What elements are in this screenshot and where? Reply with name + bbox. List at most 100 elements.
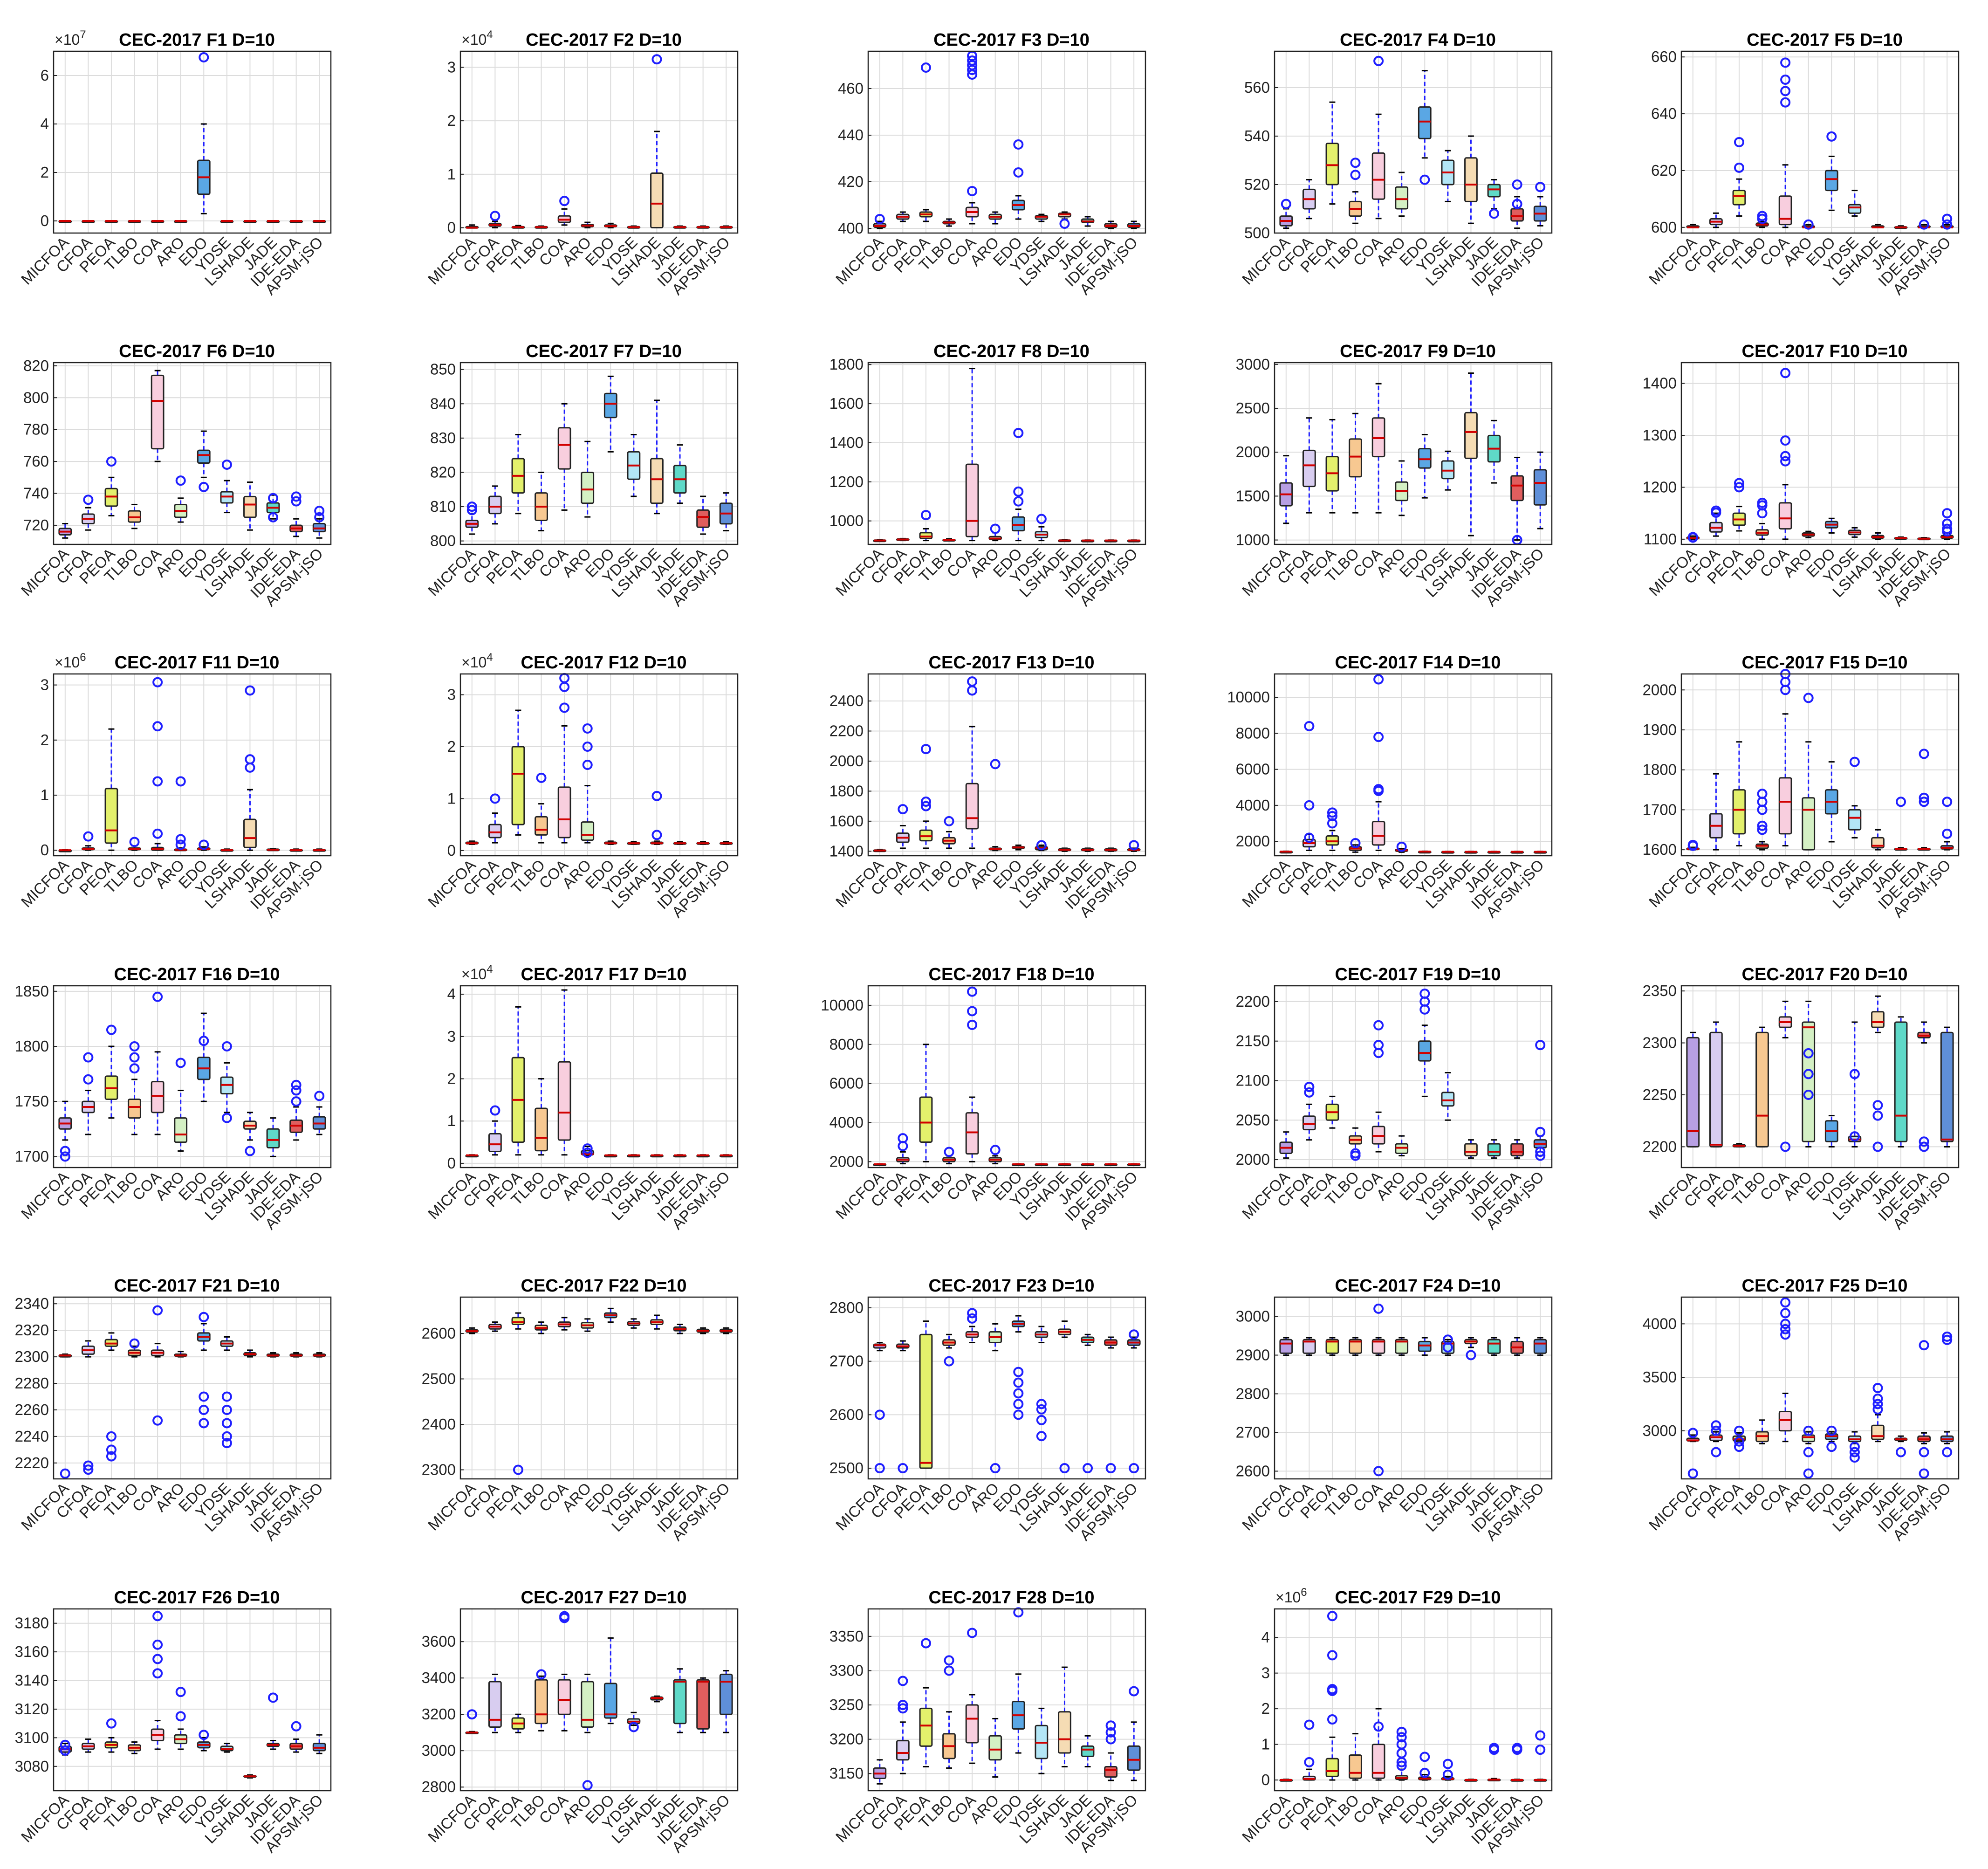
outlier-point	[651, 54, 662, 65]
outlier-point	[559, 1611, 570, 1622]
iqr-box	[965, 1112, 979, 1155]
box-YDSE	[1441, 851, 1455, 854]
box-PEOA	[1325, 1611, 1339, 1781]
outlier-point	[1757, 211, 1768, 221]
box-MICFOA	[873, 1759, 887, 1785]
y-tick-label: 540	[1244, 127, 1270, 144]
outlier-point	[1036, 1399, 1047, 1409]
box-CFOA	[81, 1738, 95, 1753]
plot-area	[867, 50, 1146, 234]
outlier-point	[1849, 1452, 1860, 1463]
iqr-box	[1279, 1339, 1293, 1354]
outlier-point	[1757, 789, 1768, 799]
iqr-box	[488, 1133, 502, 1153]
outlier-point	[1849, 1131, 1860, 1142]
chart-panel-9: CEC-2017 F9 D=1010001500200025003000MICF…	[1236, 342, 1553, 610]
outlier-point	[920, 62, 931, 73]
outlier-point	[1780, 1329, 1791, 1340]
outlier-point	[651, 830, 662, 840]
box-CFOA	[1709, 505, 1723, 537]
y-tick-label: 2	[447, 112, 456, 129]
y-tick-label: 740	[23, 485, 49, 502]
outlier-point	[1711, 1447, 1721, 1457]
iqr-box	[1464, 1143, 1478, 1157]
box-TLBO	[128, 837, 141, 851]
y-tick-label: 3150	[829, 1765, 864, 1782]
iqr-box	[535, 816, 548, 836]
y-tick-label: 2600	[829, 1406, 864, 1423]
y-tick-label: 2000	[1643, 681, 1677, 698]
box-JADE	[1487, 851, 1501, 854]
outlier-point	[221, 1404, 232, 1415]
outlier-point	[1687, 532, 1698, 543]
chart-title: CEC-2017 F11 D=10	[115, 653, 280, 673]
iqr-box	[1894, 1021, 1908, 1142]
y-tick-label: 4000	[829, 1114, 864, 1131]
box-PEOA	[104, 728, 118, 851]
outlier-point	[1896, 797, 1906, 807]
outlier-point	[1826, 131, 1837, 142]
outlier-point	[1373, 1020, 1384, 1031]
box-JADE	[1487, 1139, 1501, 1159]
outlier-point	[152, 1415, 163, 1426]
iqr-box	[1371, 821, 1385, 846]
outlier-point	[967, 1313, 978, 1324]
outlier-point	[175, 776, 186, 787]
box-IDE-EDA	[1510, 179, 1524, 229]
box-LSHADE	[243, 1112, 257, 1156]
iqr-box	[1732, 789, 1746, 835]
outlier-point	[199, 481, 209, 492]
chart-panel-28: CEC-2017 F28 D=1031503200325033003350MIC…	[829, 1588, 1146, 1856]
y-tick-label: 2600	[422, 1325, 456, 1342]
box-COA	[1778, 1000, 1792, 1152]
outlier-point	[1350, 158, 1361, 168]
box-EDO	[1824, 517, 1838, 534]
outlier-point	[944, 816, 954, 826]
outlier-point	[60, 1468, 70, 1479]
outlier-point	[314, 506, 325, 516]
box-IDE-EDA	[1104, 1336, 1118, 1474]
box-ARO	[988, 759, 1002, 852]
box-ARO	[174, 1058, 188, 1152]
outlier-point	[291, 496, 302, 507]
chart-title: CEC-2017 F10 D=10	[1742, 342, 1908, 361]
box-YDSE	[1035, 514, 1049, 542]
box-PEOA	[919, 1320, 933, 1469]
outlier-point	[1803, 1090, 1814, 1100]
box-LSHADE	[650, 790, 664, 845]
outlier-point	[268, 512, 279, 522]
box-IDE-EDA	[1104, 220, 1118, 229]
outlier-point	[1396, 841, 1407, 852]
box-COA	[1371, 1303, 1385, 1477]
outlier-point	[1373, 1721, 1384, 1732]
box-MICFOA	[465, 1709, 479, 1734]
iqr-box	[1325, 143, 1339, 186]
outlier-point	[291, 1079, 302, 1090]
outlier-point	[990, 523, 1001, 534]
outlier-point	[1036, 1415, 1047, 1425]
box-JADE	[673, 1154, 687, 1158]
box-PEOA	[1325, 1095, 1339, 1129]
box-JADE	[1894, 536, 1908, 540]
outlier-point	[129, 1063, 140, 1074]
box-IDE-EDA	[289, 848, 303, 852]
outlier-point	[1687, 839, 1698, 850]
box-IDE-EDA	[696, 225, 710, 229]
plot-area	[459, 50, 739, 234]
outlier-point	[1396, 1732, 1407, 1743]
y-tick-label: 1400	[829, 842, 864, 859]
outlier-point	[1780, 1141, 1791, 1152]
outlier-point	[221, 1391, 232, 1402]
y-tick-label: 2200	[1236, 993, 1270, 1010]
plot-area	[53, 362, 332, 545]
outlier-point	[245, 1146, 255, 1156]
box-JADE	[1894, 225, 1908, 229]
box-IDE-EDA	[1104, 539, 1118, 543]
y-tick-label: 3080	[15, 1758, 49, 1775]
box-EDO	[1011, 844, 1025, 851]
outlier-point	[1803, 1468, 1814, 1479]
box-TLBO	[535, 1321, 548, 1334]
box-EDO	[603, 840, 617, 845]
outlier-point	[582, 760, 593, 770]
iqr-box	[557, 1061, 571, 1141]
